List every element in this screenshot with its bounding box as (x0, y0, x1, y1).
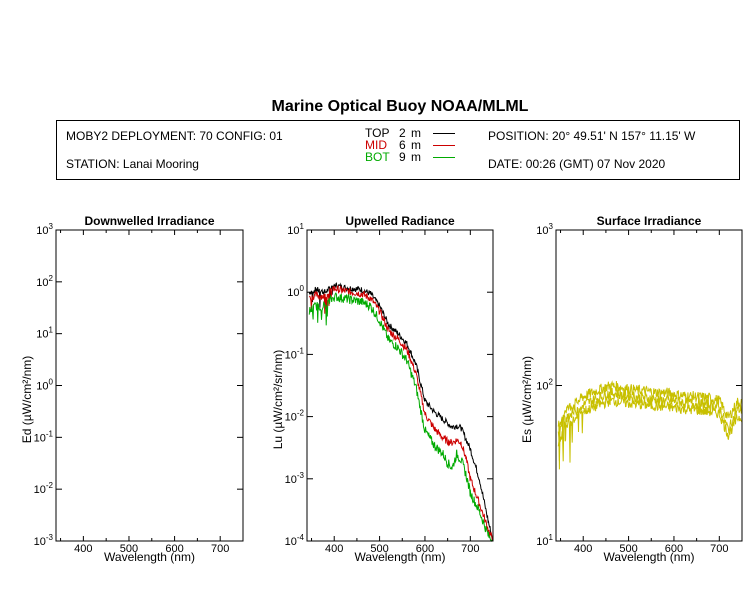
y-axis-label: Ed (µW/cm²/nm) (20, 356, 34, 444)
legend-depth: 2 (399, 126, 406, 140)
y-tick-label: 100 (287, 284, 304, 299)
legend-depth: 9 (399, 150, 406, 164)
y-tick-label: 102 (536, 378, 553, 393)
legend-entry-top: TOP 2 m (365, 127, 421, 139)
chart-panel-2: Upwelled Radiance 400 500 600 700 10-4 10-3 10-… (271, 214, 494, 564)
y-axis-label: Es (µW/cm²/nm) (520, 356, 534, 443)
x-tick-label: 600 (416, 543, 434, 555)
y-tick-label: 101 (36, 326, 53, 341)
info-box: MOBY2 DEPLOYMENT: 70 CONFIG: 01 STATION:… (56, 120, 740, 180)
y-tick-label: 103 (536, 222, 553, 237)
y-tick-label: 10-2 (34, 481, 54, 496)
page-title: Marine Optical Buoy NOAA/MLML (271, 98, 529, 115)
series-line-mid (308, 285, 494, 542)
x-axis-label: Wavelength (nm) (104, 550, 195, 564)
station-text: STATION: Lanai Mooring (66, 157, 199, 171)
x-tick-label: 500 (619, 543, 637, 555)
legend-unit: m (411, 126, 421, 140)
legend-unit: m (411, 138, 421, 152)
chart-panel-1: Downwelled Irradiance 400 500 600 700 10-3 10-… (20, 214, 244, 564)
legend-label: MID (365, 138, 387, 152)
legend-depth: 6 (399, 138, 406, 152)
x-tick-label: 700 (710, 543, 728, 555)
legend-label: TOP (365, 126, 390, 140)
legend-line-bot (433, 157, 455, 158)
x-tick-label: 500 (120, 543, 138, 555)
position-text: POSITION: 20° 49.51' N 157° 11.15' W (488, 129, 696, 143)
date-text: DATE: 00:26 (GMT) 07 Nov 2020 (488, 157, 666, 171)
y-tick-label: 103 (36, 222, 53, 237)
chart-title: Downwelled Irradiance (84, 214, 214, 228)
series-line-1 (557, 380, 743, 470)
series-line-2 (557, 387, 743, 461)
x-tick-label: 400 (574, 543, 592, 555)
chart-panel-3: Surface Irradiance 400 500 600 700 101 102 103 W… (520, 214, 743, 564)
x-tick-label: 700 (211, 543, 229, 555)
chart-title: Upwelled Radiance (345, 214, 455, 228)
plot-frame (306, 229, 494, 542)
x-axis-label: Wavelength (nm) (355, 550, 446, 564)
x-tick-label: 600 (665, 543, 683, 555)
plot-frame (55, 229, 244, 542)
legend-line-top (433, 133, 455, 134)
x-tick-label: 700 (461, 543, 479, 555)
x-tick-label: 400 (325, 543, 343, 555)
x-tick-label: 400 (74, 543, 92, 555)
plot-frame (555, 229, 743, 542)
legend-unit: m (411, 150, 421, 164)
x-tick-label: 500 (370, 543, 388, 555)
chart-title: Surface Irradiance (597, 214, 702, 228)
series-line-bot (308, 292, 493, 542)
y-tick-label: 100 (36, 378, 53, 393)
y-tick-label: 10-1 (34, 429, 54, 444)
legend-label: BOT (365, 150, 390, 164)
x-axis-label: Wavelength (nm) (604, 550, 695, 564)
y-tick-label: 10-3 (34, 533, 54, 548)
series-line-3 (557, 395, 743, 463)
deployment-text: MOBY2 DEPLOYMENT: 70 CONFIG: 01 (66, 129, 283, 143)
legend-entry-mid: MID 6 m (365, 139, 421, 151)
y-tick-label: 10-4 (285, 533, 305, 548)
series-line-top (308, 282, 494, 542)
legend-entry-bot: BOT 9 m (365, 151, 421, 163)
y-axis-label: Lu (µW/cm²/sr/nm) (271, 350, 285, 450)
y-tick-label: 101 (287, 222, 304, 237)
x-tick-label: 600 (165, 543, 183, 555)
y-tick-label: 10-1 (285, 346, 305, 361)
y-tick-label: 101 (536, 533, 553, 548)
y-tick-label: 10-3 (285, 471, 305, 486)
y-tick-label: 10-2 (285, 409, 305, 424)
y-tick-label: 102 (36, 274, 53, 289)
legend-line-mid (433, 145, 455, 146)
